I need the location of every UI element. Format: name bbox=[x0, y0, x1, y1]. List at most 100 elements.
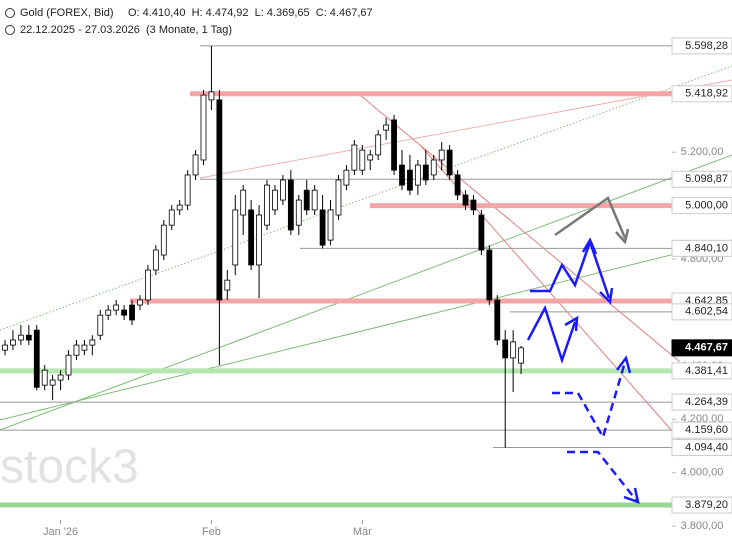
level-label-box bbox=[671, 239, 732, 257]
candle-body bbox=[208, 91, 215, 101]
candle-body bbox=[502, 339, 509, 359]
y-tick-label: 3.800,00 bbox=[681, 520, 724, 532]
header: Gold (FOREX, Bid) O: 4.410,40 H: 4.474,9… bbox=[5, 7, 373, 36]
candle-body bbox=[248, 209, 255, 266]
candle-body bbox=[454, 174, 461, 196]
candle-body bbox=[407, 169, 413, 191]
candle-body bbox=[224, 279, 231, 291]
candle-body bbox=[89, 339, 96, 346]
arrowhead bbox=[581, 237, 598, 255]
candle-body bbox=[2, 344, 8, 351]
candle-body bbox=[17, 334, 24, 341]
candle-body bbox=[438, 149, 445, 161]
candle-body bbox=[311, 189, 318, 211]
level-label-box bbox=[671, 303, 732, 321]
arrow bbox=[526, 304, 577, 364]
level-label: 5.098,87 bbox=[685, 173, 728, 185]
arrow bbox=[552, 361, 627, 441]
candle-body bbox=[41, 369, 48, 386]
watermark: stock3 bbox=[0, 441, 139, 494]
candle-body bbox=[391, 119, 397, 171]
candle-body bbox=[97, 314, 104, 336]
candle-body bbox=[200, 94, 207, 161]
candle-body bbox=[383, 124, 390, 131]
level-label: 4.381,41 bbox=[685, 365, 728, 377]
candle-body bbox=[33, 329, 40, 388]
candle-body bbox=[240, 189, 247, 216]
x-tick-label: Mär bbox=[353, 526, 372, 538]
trendline bbox=[0, 239, 732, 421]
title: Gold (FOREX, Bid) bbox=[20, 7, 114, 19]
candle-body bbox=[105, 309, 112, 316]
candle-body bbox=[145, 269, 151, 301]
subtitle: 22.12.2025 - 27.03.2026 (3 Monate, 1 Tag… bbox=[20, 24, 232, 36]
candle-body bbox=[152, 249, 159, 271]
icon bbox=[5, 25, 15, 35]
level-label-box bbox=[671, 197, 732, 215]
candle-body bbox=[137, 299, 143, 306]
candle-body bbox=[65, 354, 72, 376]
trendline bbox=[0, 154, 732, 431]
candle-body bbox=[470, 199, 477, 211]
candle-body bbox=[184, 174, 191, 206]
trendlines bbox=[0, 65, 732, 441]
candle-body bbox=[486, 249, 493, 301]
candle-body bbox=[192, 154, 199, 176]
candle-body bbox=[478, 214, 485, 251]
level-label-box bbox=[671, 393, 732, 411]
candle-body bbox=[430, 159, 437, 176]
candle-body bbox=[160, 224, 167, 256]
icon bbox=[5, 8, 15, 18]
x-tick-label: Feb bbox=[202, 526, 221, 538]
y-tick-label: 5.200,00 bbox=[681, 146, 724, 158]
candle-body bbox=[81, 344, 88, 351]
level-label: 5.000,00 bbox=[685, 200, 728, 212]
candle-body bbox=[25, 334, 32, 341]
arrow bbox=[554, 196, 627, 239]
x-tick-label: Jan '26 bbox=[43, 526, 78, 538]
level-label-box bbox=[671, 362, 732, 380]
candle-body bbox=[272, 189, 278, 211]
levels bbox=[0, 45, 672, 508]
candles bbox=[2, 45, 524, 448]
level-label: 4.840,10 bbox=[685, 242, 728, 254]
candle-body bbox=[287, 179, 294, 231]
forecast-arrows bbox=[526, 196, 640, 504]
candle-body bbox=[176, 204, 183, 211]
level-label: 4.159,60 bbox=[685, 424, 728, 436]
candle-body bbox=[73, 344, 80, 356]
y-axis: 5.200,005.000,004.800,004.600,004.400,00… bbox=[43, 37, 732, 538]
candle-body bbox=[343, 169, 350, 186]
trendline bbox=[419, 144, 681, 441]
candle-body bbox=[10, 339, 16, 346]
candle-body bbox=[129, 304, 135, 321]
candle-body bbox=[256, 214, 262, 266]
arrow bbox=[530, 238, 611, 299]
candle-body bbox=[375, 134, 382, 156]
candle-body bbox=[422, 164, 429, 181]
candle-body bbox=[319, 209, 326, 246]
level-label: 4.467,67 bbox=[685, 342, 728, 354]
candle-body bbox=[295, 199, 302, 226]
candle-body bbox=[303, 189, 310, 211]
level-label-box bbox=[671, 85, 732, 103]
candle-body bbox=[510, 341, 517, 359]
candle-body bbox=[399, 164, 405, 186]
candle-body bbox=[414, 164, 421, 186]
candle-body bbox=[57, 374, 64, 381]
candle-body bbox=[113, 304, 120, 311]
level-label: 5.418,92 bbox=[685, 88, 728, 100]
arrowhead bbox=[564, 315, 579, 332]
candle-body bbox=[279, 179, 286, 201]
level-label-box bbox=[671, 37, 732, 55]
candle-body bbox=[359, 149, 366, 171]
candle-body bbox=[494, 299, 501, 341]
quote: O: 4.410,40 H: 4.474,92 L: 4.369,65 C: 4… bbox=[128, 7, 373, 19]
candle-body bbox=[327, 209, 334, 241]
arrowhead bbox=[623, 487, 640, 504]
level-label-box bbox=[671, 496, 732, 514]
arrowhead bbox=[616, 355, 632, 374]
level-label-box bbox=[671, 339, 732, 357]
arrow bbox=[567, 450, 637, 501]
